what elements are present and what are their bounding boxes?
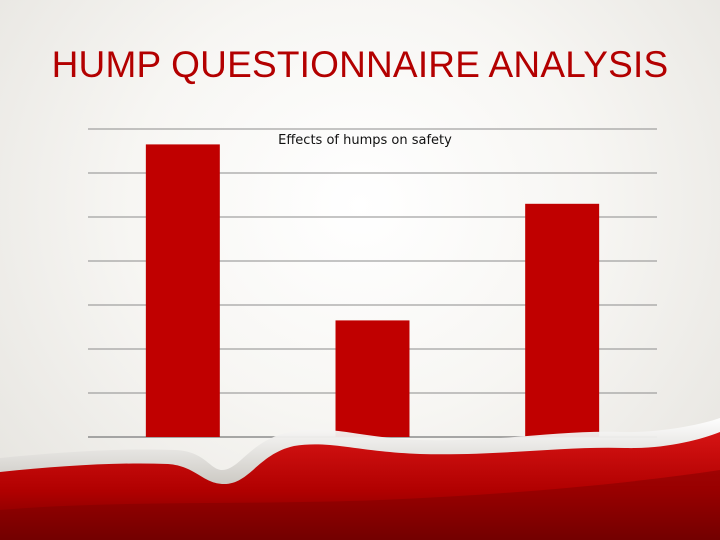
bar	[335, 320, 410, 437]
wave-shadow	[0, 470, 720, 540]
bar	[525, 203, 600, 437]
slide-title: HUMP QUESTIONNAIRE ANALYSIS	[51, 44, 669, 85]
bars	[145, 144, 600, 437]
chart-title: Effects of humps on safety	[278, 133, 452, 148]
bar	[145, 144, 220, 437]
wave-red	[0, 432, 720, 540]
